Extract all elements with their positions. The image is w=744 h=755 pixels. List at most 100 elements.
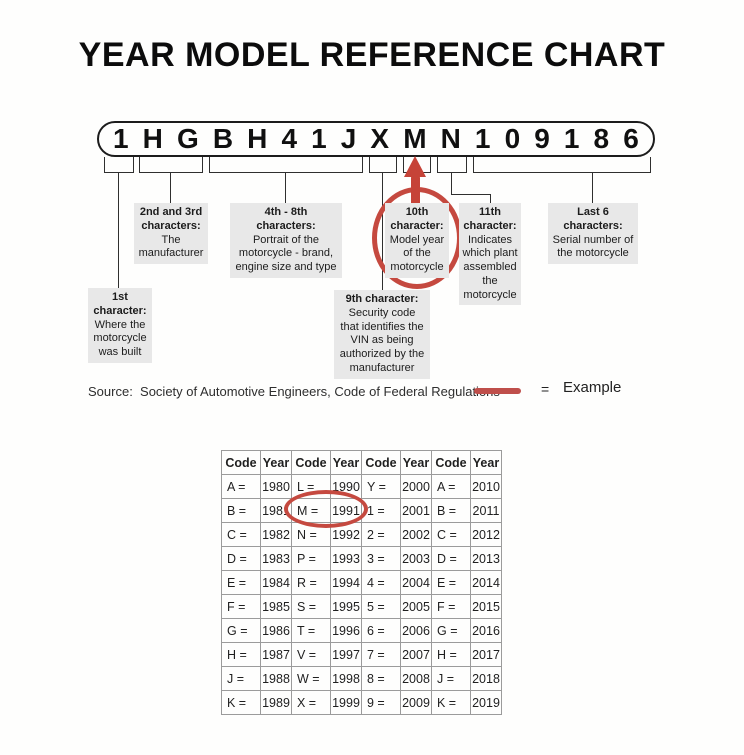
source-text: Source: Society of Automotive Engineers,… [88, 384, 500, 399]
vin-character: 4 [281, 123, 298, 154]
code-cell: B = [431, 498, 471, 523]
connector-chars-2-3 [170, 172, 171, 203]
example-line-icon [474, 388, 521, 394]
callout-heading: Last 6 characters: [563, 206, 623, 232]
vin-character: G [176, 123, 199, 154]
year-cell: 2014 [470, 570, 502, 595]
table-header-cell: Year [470, 450, 502, 475]
code-cell: G = [431, 618, 471, 643]
callout-body: Serial number of the motorcycle [552, 233, 634, 260]
year-cell: 1993 [330, 546, 362, 571]
equals-sign: = [541, 381, 550, 397]
year-cell: 2003 [400, 546, 432, 571]
connector-char-1 [118, 172, 119, 288]
code-cell: 6 = [361, 618, 401, 643]
code-cell: 5 = [361, 594, 401, 619]
code-cell: D = [221, 546, 261, 571]
table-row: D = 1983 P = 1993 3 = 2003 D = 2013 [221, 546, 502, 571]
year-cell: 2000 [400, 474, 432, 499]
vin-character: N [440, 123, 461, 154]
code-cell: G = [221, 618, 261, 643]
code-cell: A = [221, 474, 261, 499]
table-highlight-oval [284, 490, 368, 528]
red-arrow-icon [404, 156, 426, 177]
year-cell: 2008 [400, 666, 432, 691]
callout-2nd-3rd-characters: 2nd and 3rd characters: The manufacturer [134, 203, 208, 264]
code-cell: W = [291, 666, 331, 691]
connector-chars-4-8 [285, 172, 286, 203]
year-cell: 2015 [470, 594, 502, 619]
bracket-char-9 [369, 157, 397, 173]
callout-heading: 10th character: [390, 206, 444, 232]
callout-body: Security code that identifies the VIN as… [339, 306, 425, 374]
code-cell: K = [221, 690, 261, 715]
vin-character: 9 [534, 123, 550, 154]
callout-heading: 2nd and 3rd characters: [139, 206, 203, 232]
year-cell: 1986 [260, 618, 292, 643]
year-cell: 2001 [400, 498, 432, 523]
callout-body: Where the motorcycle was built [93, 318, 147, 359]
year-cell: 1997 [330, 642, 362, 667]
table-header-cell: Year [330, 450, 362, 475]
code-cell: R = [291, 570, 331, 595]
bracket-last-6 [473, 157, 651, 173]
table-row: K = 1989 X = 1999 9 = 2009 K = 2019 [221, 690, 502, 715]
year-cell: 2018 [470, 666, 502, 691]
vin-character: J [340, 123, 357, 154]
vin-character: 8 [593, 123, 610, 154]
code-cell: T = [291, 618, 331, 643]
code-cell: C = [431, 522, 471, 547]
year-cell: 2010 [470, 474, 502, 499]
year-cell: 1988 [260, 666, 292, 691]
year-cell: 1980 [260, 474, 292, 499]
table-header-cell: Code [221, 450, 261, 475]
year-cell: 1992 [330, 522, 362, 547]
table-row: A = 1980 L = 1990 Y = 2000 A = 2010 [221, 474, 502, 499]
callout-heading: 9th character: [345, 293, 419, 305]
callout-body: Indicates which plant assembled the moto… [462, 233, 518, 301]
table-row: F = 1985 S = 1995 5 = 2005 F = 2015 [221, 594, 502, 619]
code-cell: 7 = [361, 642, 401, 667]
vin-character: 1 [474, 123, 491, 154]
year-cell: 2004 [400, 570, 432, 595]
callout-4th-8th-characters: 4th - 8th characters: Portrait of the mo… [230, 203, 342, 278]
code-cell: A = [431, 474, 471, 499]
vin-character: X [370, 123, 390, 154]
table-header-cell: Code [291, 450, 331, 475]
callout-heading: 11th character: [463, 206, 517, 232]
code-cell: H = [431, 642, 471, 667]
table-row: G = 1986 T = 1996 6 = 2006 G = 2016 [221, 618, 502, 643]
year-cell: 2009 [400, 690, 432, 715]
year-code-table: Code Year Code Year Code Year Code Year A = 1980 L… [221, 450, 502, 715]
vin-character: 1 [113, 123, 129, 154]
year-cell: 2002 [400, 522, 432, 547]
year-cell: 1984 [260, 570, 292, 595]
vin-character: B [212, 123, 234, 154]
table-header-cell: Code [431, 450, 471, 475]
bracket-chars-4-8 [209, 157, 363, 173]
code-cell: J = [431, 666, 471, 691]
callout-last-6-characters: Last 6 characters: Serial number of the … [548, 203, 638, 264]
vin-character: H [142, 123, 163, 154]
callout-body: Portrait of the motorcycle - brand, engi… [235, 233, 337, 274]
table-header-cell: Year [400, 450, 432, 475]
year-cell: 1994 [330, 570, 362, 595]
connector-char-11-drop [490, 194, 491, 203]
code-cell: 8 = [361, 666, 401, 691]
table-row: H = 1987 V = 1997 7 = 2007 H = 2017 [221, 642, 502, 667]
vin-character: M [403, 123, 427, 154]
table-header-row: Code Year Code Year Code Year Code Year [221, 450, 502, 475]
callout-body: Model year of the motorcycle [389, 233, 445, 274]
page-title: YEAR MODEL REFERENCE CHART [78, 36, 666, 74]
callout-heading: 4th - 8th characters: [256, 206, 316, 232]
callout-heading: 1st character: [93, 291, 147, 317]
callout-9th-character: 9th character: Security code that identi… [334, 290, 430, 379]
code-cell: S = [291, 594, 331, 619]
vin-character: H [247, 123, 268, 154]
code-cell: 4 = [361, 570, 401, 595]
table-header-cell: Code [361, 450, 401, 475]
code-cell: B = [221, 498, 261, 523]
year-cell: 1989 [260, 690, 292, 715]
code-cell: V = [291, 642, 331, 667]
code-cell: 9 = [361, 690, 401, 715]
